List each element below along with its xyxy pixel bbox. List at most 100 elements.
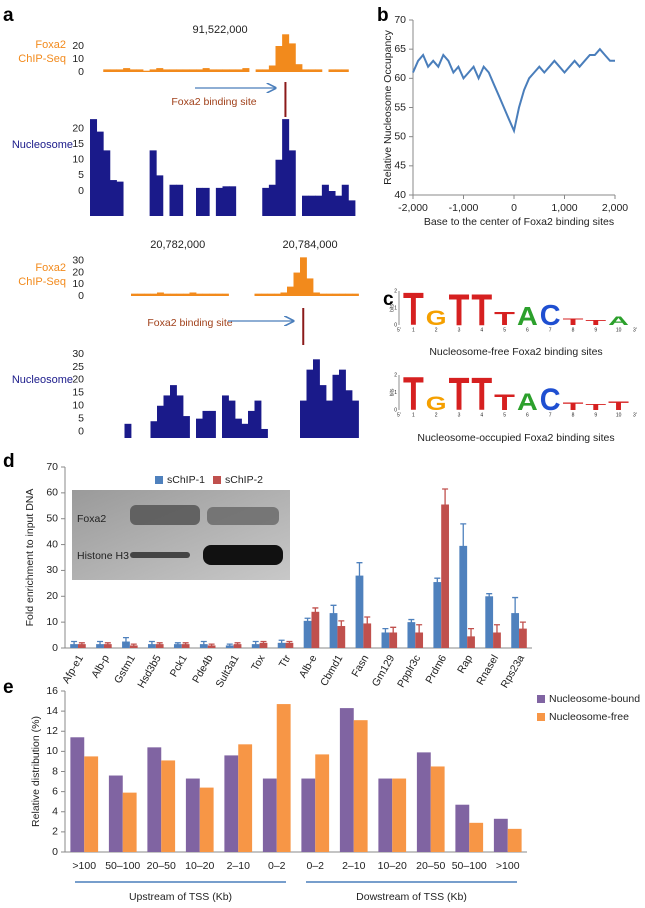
track-bar (129, 69, 137, 72)
error-bar (260, 640, 267, 645)
track-bar (202, 68, 210, 72)
track-bar (319, 293, 327, 296)
bar (199, 787, 214, 852)
track-bar (96, 131, 104, 216)
logo-position: 7 (549, 412, 552, 418)
track-bar (315, 195, 323, 216)
logo-letter: T (494, 390, 516, 415)
logo-letter: C (540, 381, 561, 417)
bar (224, 755, 239, 852)
bar (430, 766, 445, 852)
track-bar (287, 286, 294, 296)
track-bar (170, 293, 177, 296)
x-tick-label: Alb-p (89, 653, 112, 680)
x-tick-label: Alb-e (297, 653, 320, 680)
logo-position: 10 (616, 327, 622, 333)
bar (378, 778, 393, 852)
bar (301, 778, 316, 852)
track-bar (222, 395, 229, 438)
logo-position: 6 (526, 327, 529, 333)
logo-letter: A (517, 301, 538, 331)
y-tick-label: 70 (394, 14, 406, 26)
track-bar (124, 423, 132, 438)
logo-position: 9 (594, 327, 597, 333)
bar (507, 828, 522, 852)
track-bar (288, 43, 296, 72)
track-bar (202, 410, 210, 438)
group-label: Upstream of TSS (Kb) (129, 891, 232, 903)
y-tick-label: 4 (52, 806, 58, 818)
y-tick-label: 10 (72, 278, 84, 290)
x-tick-label: 50–100 (452, 860, 487, 872)
track-bar (150, 293, 158, 296)
track-bar (288, 150, 296, 216)
error-bar (434, 577, 441, 587)
track-bar (196, 293, 203, 296)
error-bar (330, 604, 337, 622)
track-bar (169, 184, 177, 216)
y-tick-label: 45 (394, 160, 406, 172)
logo-position: 7 (549, 327, 552, 333)
x-tick-label: 2–10 (227, 860, 251, 872)
bar (276, 704, 291, 852)
track-bar (189, 292, 197, 296)
track-bar (339, 369, 346, 438)
logo-letter: T (494, 309, 516, 330)
logo-position: 4 (480, 412, 483, 418)
track-bar (103, 69, 111, 72)
y-tick-label: 10 (46, 616, 58, 628)
logo-end: 3' (633, 412, 637, 418)
logo-letter: T (471, 368, 492, 420)
logo-letter: T (563, 316, 585, 327)
y-tick-label: 50 (46, 512, 58, 524)
logo-position: 8 (572, 327, 575, 333)
track-bar (267, 293, 275, 296)
track-bar (215, 69, 223, 72)
y-tick-label: 10 (72, 400, 84, 412)
logo-position: 2 (435, 327, 438, 333)
track-bar (170, 385, 177, 438)
bar (353, 720, 368, 852)
track-bar (143, 70, 151, 72)
track-bar (222, 69, 230, 72)
x-tick-label: 10–20 (378, 860, 407, 872)
y-tick-label: 0 (78, 290, 84, 302)
logo-position: 1 (412, 327, 415, 333)
logo-tick: 1 (394, 305, 397, 311)
track-bar (202, 187, 210, 216)
y-axis-label: Relative Nucleosome Occupancy (382, 29, 394, 184)
y-tick-label: 10 (72, 53, 84, 65)
y-tick-label: 55 (394, 101, 406, 113)
x-tick-label: 0–2 (268, 860, 286, 872)
legend-swatch (537, 695, 545, 703)
logo-ylabel: bits (389, 304, 395, 312)
track-bar (274, 293, 281, 296)
annotation: Foxa2 binding site (171, 96, 256, 108)
y-tick-label: 6 (52, 785, 58, 797)
logo-letter: T (403, 368, 424, 421)
track-bar (157, 292, 164, 296)
track-bar (302, 69, 310, 72)
bar (433, 582, 442, 648)
track-bar (282, 119, 290, 216)
bar (329, 613, 338, 648)
bar (339, 708, 354, 852)
track-bar (282, 34, 290, 72)
logo-position: 4 (480, 327, 483, 333)
track-bar (116, 69, 124, 72)
error-bar (356, 562, 363, 590)
track-bar (229, 186, 237, 216)
track-bar (352, 293, 359, 296)
logo-letter: T (585, 319, 609, 327)
x-tick-label: Gm129 (370, 653, 398, 689)
track-bar (300, 400, 307, 438)
track-bar (176, 184, 184, 216)
track-bar (328, 191, 336, 216)
track-bar (222, 186, 230, 216)
track-bar (306, 369, 314, 438)
x-tick-label: 20–50 (147, 860, 176, 872)
track-bar (339, 293, 346, 296)
logo-tick: 2 (394, 288, 397, 294)
track-name: ChIP-Seq (18, 53, 66, 65)
